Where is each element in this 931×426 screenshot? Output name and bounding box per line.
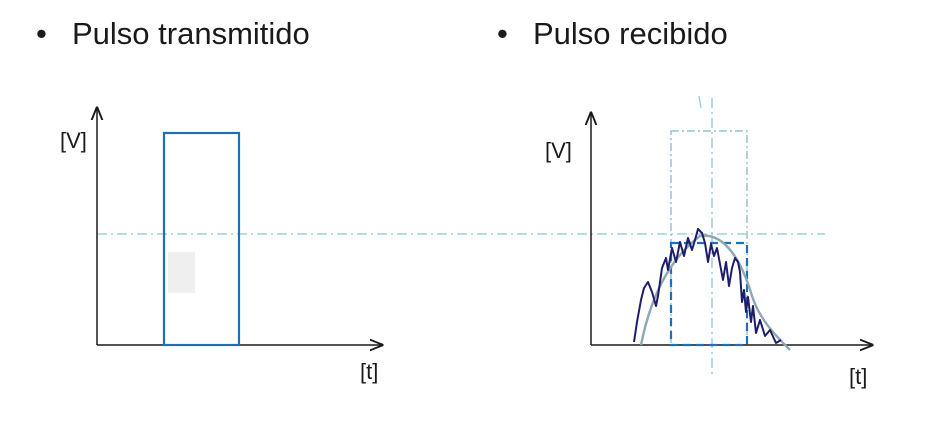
left-y-axis-label: [V] [60,128,87,153]
transmitted-pulse-reference [670,130,748,346]
received-level-box [669,241,749,347]
received-pulse-heading: Pulso recibido [533,16,728,51]
transmitted-pulse [162,131,241,347]
bullet-marker: • [497,16,508,51]
bullet-marker: • [36,16,47,51]
transmitted-pulse-heading: Pulso transmitido [72,16,310,51]
pulse-center-tick [698,95,702,109]
right-y-axis-label: [V] [545,138,572,163]
bullet-received: • Pulso recibido [497,14,728,54]
artifact-patch [168,252,195,293]
right-x-axis-label: [t] [849,364,867,389]
bullet-transmitted: • Pulso transmitido [36,14,310,54]
received-pulse [633,228,782,344]
left-x-axis-label: [t] [360,359,378,384]
